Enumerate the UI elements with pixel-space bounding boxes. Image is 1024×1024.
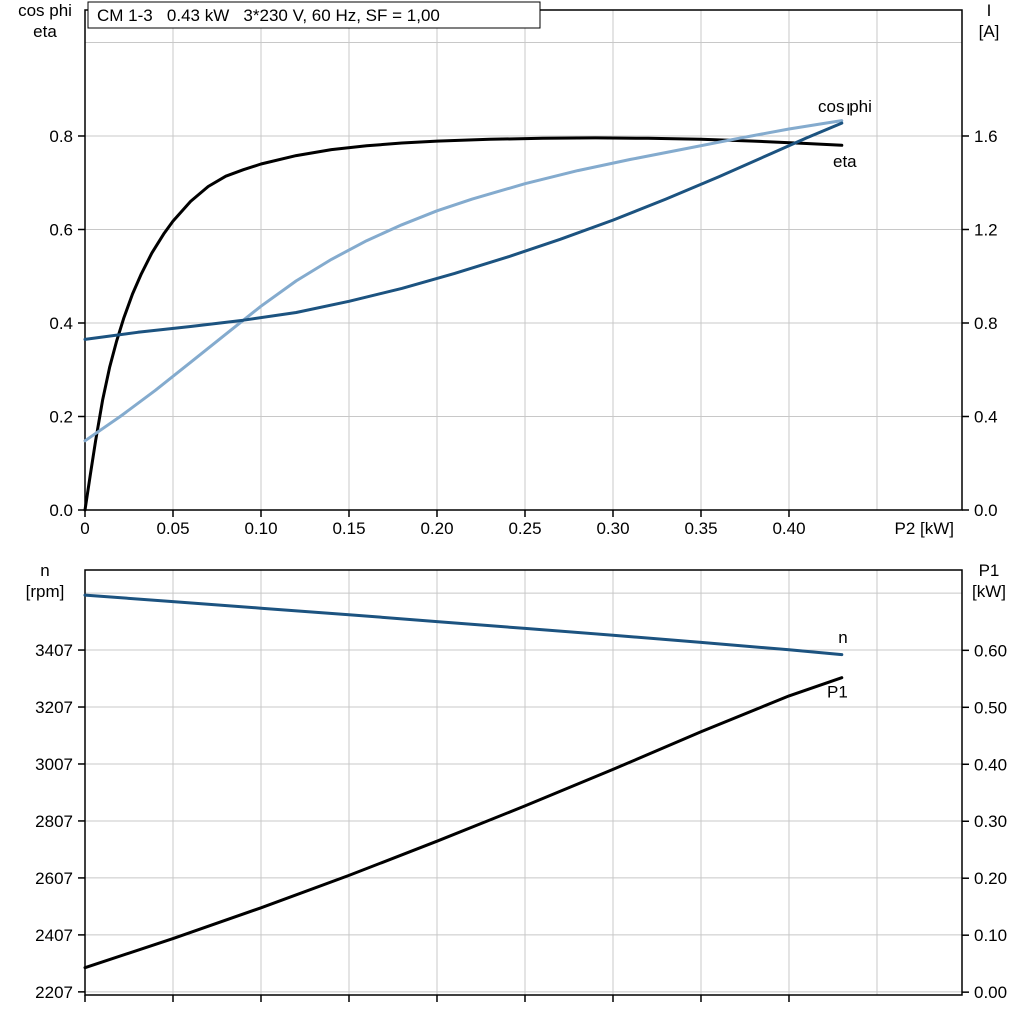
electrical-x-tick-label: 0.30 <box>596 519 629 538</box>
electrical-left-tick-label: 0.4 <box>49 314 73 333</box>
speed-power-right-tick-label: 0.60 <box>974 641 1007 660</box>
speed-power-right-tick-label: 0.10 <box>974 926 1007 945</box>
input-power-curve-label: P1 <box>827 682 848 701</box>
speed-power-left-axis-label: n <box>40 561 49 580</box>
electrical-right-tick-label: 1.2 <box>974 220 998 239</box>
electrical-x-tick-label: 0.15 <box>332 519 365 538</box>
current-curve-label: I <box>846 100 851 119</box>
electrical-left-tick-label: 0.8 <box>49 127 73 146</box>
electrical-right-tick-label: 0.4 <box>974 407 998 426</box>
electrical-right-axis-label: I <box>987 1 992 20</box>
speed-power-right-axis-label: P1 <box>979 561 1000 580</box>
electrical-x-tick-label: 0.05 <box>156 519 189 538</box>
electrical-x-tick-label: 0.10 <box>244 519 277 538</box>
chart-electrical: 0.0 0.2 0.4 0.6 0.8 0.0 0.4 0.8 1.2 1.6 0 0.05 0.10 0… <box>18 1 999 538</box>
electrical-x-tick-label: 0.40 <box>772 519 805 538</box>
speed-power-right-tick-label: 0.30 <box>974 812 1007 831</box>
electrical-x-tick-label: 0.35 <box>684 519 717 538</box>
speed-power-axes: 2207 2407 2607 2807 3007 3207 3407 0.00 0.10 0.20… <box>26 561 1007 1002</box>
electrical-left-tick-label: 0.2 <box>49 407 73 426</box>
electrical-left-axis-label: eta <box>33 22 57 41</box>
speed-power-right-tick-label: 0.40 <box>974 755 1007 774</box>
cos-phi-curve-label: cos phi <box>818 97 872 116</box>
cos-phi-curve <box>83 119 844 443</box>
electrical-x-tick-label: 0.20 <box>420 519 453 538</box>
speed-power-left-tick-label: 2207 <box>35 983 73 1002</box>
electrical-x-tick-label: 0 <box>80 519 89 538</box>
speed-power-left-tick-label: 2807 <box>35 812 73 831</box>
chart-title-box <box>87 1 541 29</box>
electrical-left-axis-label: cos phi <box>18 1 72 20</box>
input-power-curve <box>83 676 844 970</box>
electrical-x-axis-label: P2 [kW] <box>894 519 954 538</box>
chart-title: CM 1-3 0.43 kW 3*230 V, 60 Hz, SF = 1,00 <box>97 6 440 25</box>
electrical-plot-frame <box>84 9 963 511</box>
speed-power-right-tick-label: 0.00 <box>974 983 1007 1002</box>
electrical-right-axis-label: [A] <box>979 22 1000 41</box>
eta-curve <box>83 136 844 512</box>
speed-power-left-tick-label: 3207 <box>35 698 73 717</box>
speed-power-right-axis-label: [kW] <box>972 582 1006 601</box>
speed-power-gridlines <box>85 570 962 995</box>
speed-power-left-tick-label: 3407 <box>35 641 73 660</box>
electrical-gridlines <box>85 10 962 510</box>
chart-speed-power: 2207 2407 2607 2807 3007 3207 3407 0.00 0.10 0.20… <box>26 561 1007 1002</box>
speed-power-left-axis-label: [rpm] <box>26 582 65 601</box>
electrical-axes: 0.0 0.2 0.4 0.6 0.8 0.0 0.4 0.8 1.2 1.6 0 0.05 0.10 0… <box>18 1 999 538</box>
speed-curve-label: n <box>838 628 847 647</box>
electrical-x-tick-label: 0.25 <box>508 519 541 538</box>
speed-power-right-tick-label: 0.20 <box>974 869 1007 888</box>
electrical-left-tick-label: 0.0 <box>49 501 73 520</box>
speed-power-left-tick-label: 2607 <box>35 869 73 888</box>
electrical-left-tick-label: 0.6 <box>49 220 73 239</box>
speed-curve <box>83 593 844 657</box>
electrical-right-tick-label: 0.8 <box>974 314 998 333</box>
speed-power-right-tick-label: 0.50 <box>974 698 1007 717</box>
eta-curve-label: eta <box>833 152 857 171</box>
current-curve <box>83 121 844 341</box>
speed-power-left-tick-label: 3007 <box>35 755 73 774</box>
speed-power-left-tick-label: 2407 <box>35 926 73 945</box>
electrical-right-tick-label: 0.0 <box>974 501 998 520</box>
electrical-right-tick-label: 1.6 <box>974 127 998 146</box>
speed-power-plot-frame <box>84 569 963 996</box>
